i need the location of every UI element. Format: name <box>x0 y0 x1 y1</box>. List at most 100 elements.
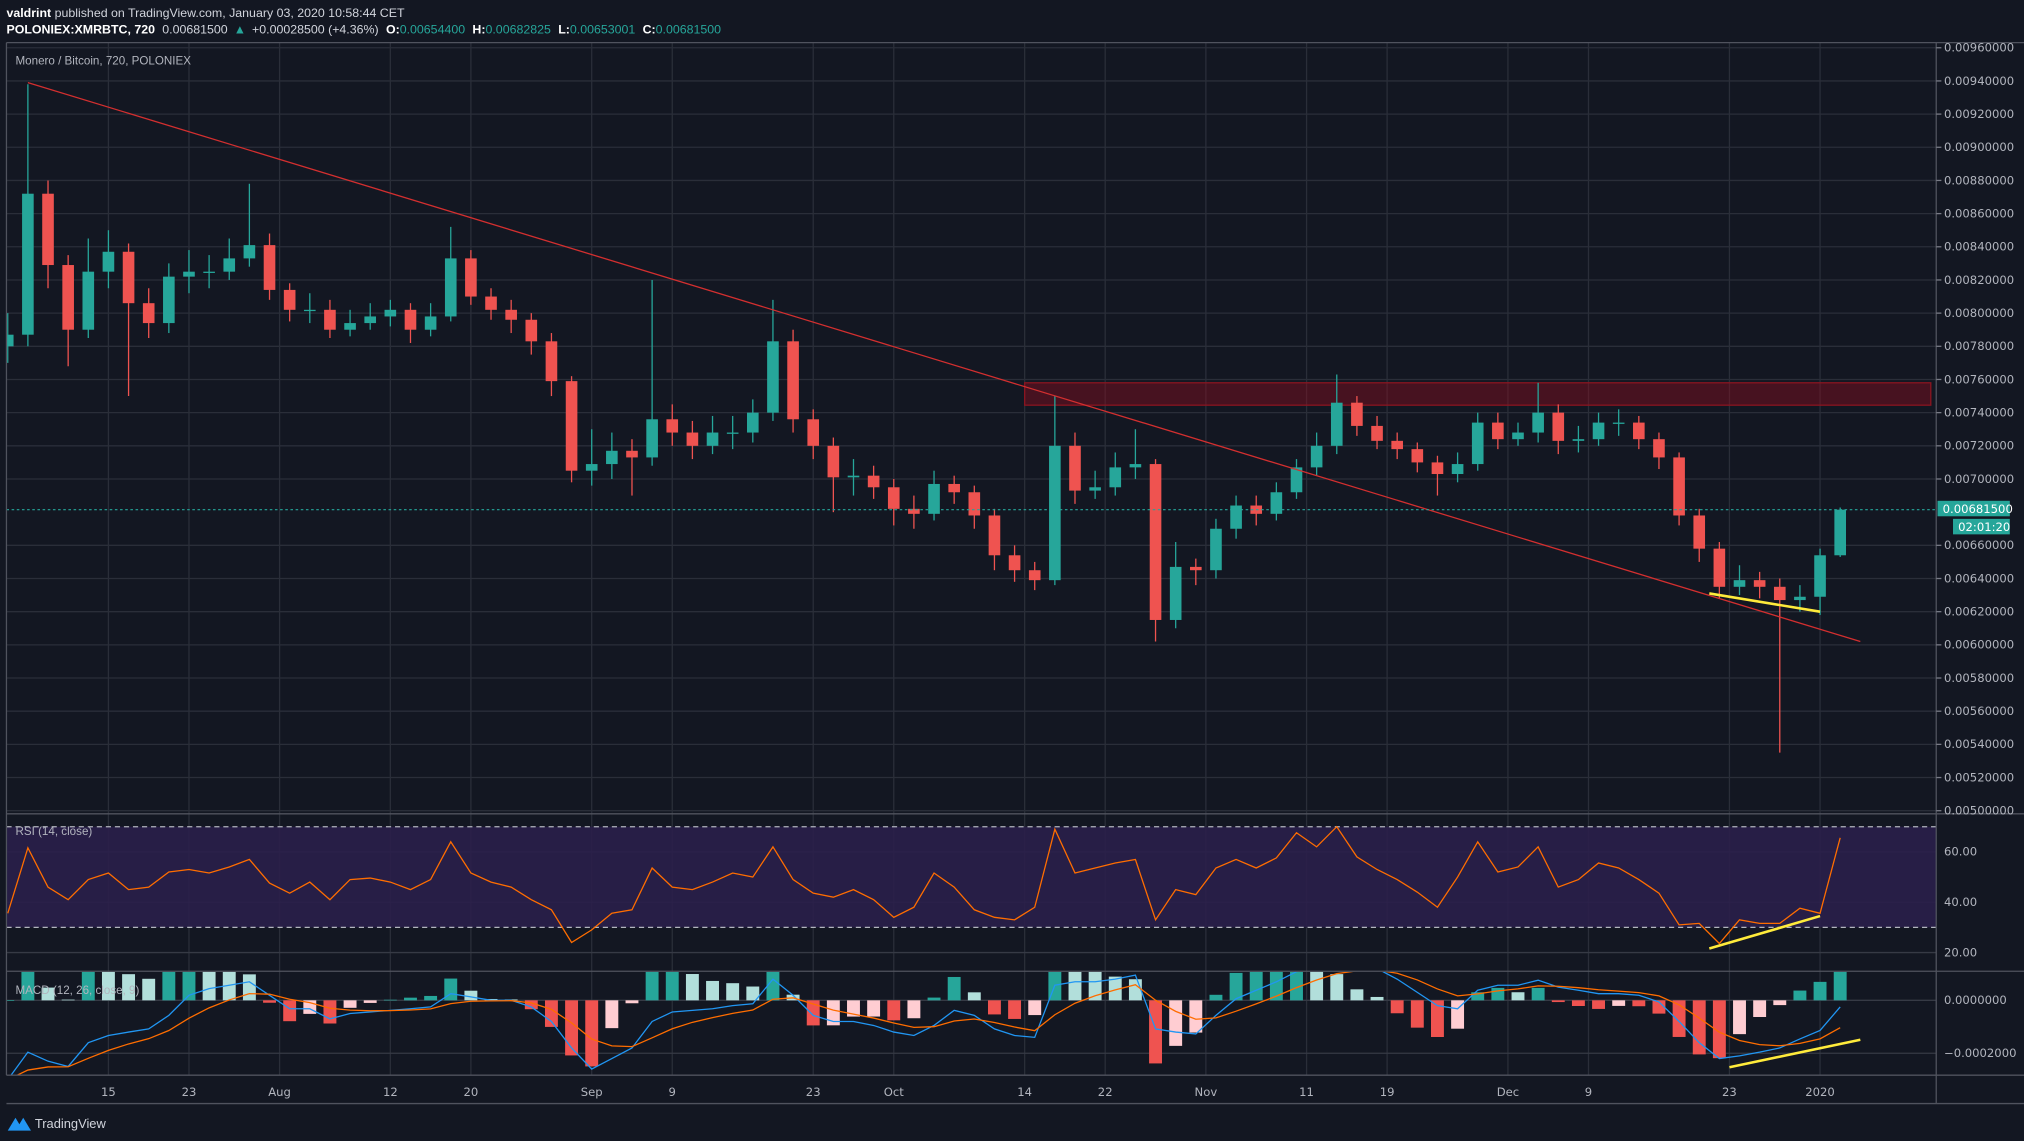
candle-body <box>1693 515 1706 549</box>
candle <box>827 437 840 513</box>
macd-line[interactable] <box>8 962 1841 1080</box>
close-value: 0.00681500 <box>656 23 721 37</box>
macd-histogram-bar <box>887 1000 901 1021</box>
time-tick-label: 14 <box>1017 1085 1032 1099</box>
macd-histogram-bar <box>1773 1000 1787 1006</box>
candle <box>767 299 779 421</box>
candle <box>1230 495 1242 539</box>
open-label: O: <box>386 23 400 37</box>
candle-body <box>263 245 276 290</box>
descending-trendline[interactable] <box>27 81 1861 643</box>
axes[interactable]: 0.00960000 0.00940000 0.00920000 0.00900000… <box>101 41 2016 1099</box>
candle <box>1552 404 1565 455</box>
candle-body <box>344 323 356 330</box>
tradingview-logo-icon[interactable] <box>7 1117 31 1131</box>
macd-histogram-bar <box>1088 971 1102 1001</box>
macd-histogram-bar <box>484 998 498 1001</box>
candle-body <box>787 341 799 420</box>
macd-histogram-bar <box>1430 1000 1444 1038</box>
candle-body <box>1371 425 1383 441</box>
candle <box>928 470 940 521</box>
price-tick-label: 0.00880000 <box>1944 173 2014 187</box>
pane-borders <box>5 41 2024 1105</box>
macd-divergence-line[interactable] <box>1729 1038 1861 1069</box>
candle <box>243 183 256 267</box>
candle-body <box>847 475 860 478</box>
symbol-name[interactable]: POLONIEX:XMRBTC, 720 <box>6 23 155 37</box>
candle-body <box>1351 402 1363 426</box>
time-tick-label: 19 <box>1380 1085 1395 1099</box>
candle <box>565 376 578 483</box>
macd-histogram-bar <box>1410 1000 1424 1028</box>
rsi-line[interactable] <box>7 825 1841 945</box>
macd-histogram-bar <box>1813 981 1827 1001</box>
macd-histogram-bar <box>444 978 458 1001</box>
macd-histogram-bar <box>1028 1000 1042 1016</box>
candle <box>1532 382 1544 443</box>
price-tick-label: 0.00640000 <box>1944 571 2014 585</box>
macd-histogram-bar <box>867 1000 881 1017</box>
candle <box>62 255 74 367</box>
candle-body <box>988 515 1001 556</box>
price-tick-label: 0.00900000 <box>1944 140 2014 154</box>
candle <box>1109 452 1122 496</box>
price-pane[interactable] <box>2 81 1937 753</box>
candle <box>1431 455 1444 496</box>
rsi-band <box>6 826 1937 928</box>
candle <box>82 238 95 339</box>
candle-body <box>1109 467 1122 488</box>
candle-body <box>1773 586 1786 601</box>
candle <box>1069 432 1081 504</box>
macd-histogram-bar <box>1068 971 1082 1001</box>
rsi-pane[interactable] <box>6 825 1937 950</box>
candle-body <box>867 475 880 488</box>
candle <box>444 226 457 322</box>
macd-histogram-bar <box>1632 1000 1646 1007</box>
price-tick-label: 0.00520000 <box>1944 770 2014 784</box>
candle <box>102 230 115 289</box>
candle <box>1169 542 1182 629</box>
macd-histogram-bar <box>142 978 156 1001</box>
candle <box>1290 459 1303 499</box>
macd-histogram-bar <box>967 992 981 1001</box>
candle-body <box>1451 464 1464 475</box>
candle <box>726 415 739 450</box>
open-value: 0.00654400 <box>400 23 465 37</box>
author-name[interactable]: valdrint <box>6 6 51 20</box>
candle-body <box>706 432 719 446</box>
close-label: C: <box>643 23 656 37</box>
candle-body <box>6 334 14 347</box>
candle-body <box>82 271 95 330</box>
signal-line[interactable] <box>8 970 1841 1080</box>
rsi-divergence-line[interactable] <box>1708 914 1821 950</box>
candle-body <box>1673 457 1685 516</box>
price-tick-label: 0.00760000 <box>1944 372 2014 386</box>
candle <box>1049 396 1061 586</box>
footer-brand[interactable]: TradingView <box>35 1116 107 1131</box>
price-tick-label: 0.00660000 <box>1944 538 2014 552</box>
macd-tick-label: 0.0000000 <box>1944 993 2007 1007</box>
macd-pane[interactable] <box>1 935 1861 1080</box>
time-tick-label: Aug <box>268 1085 291 1099</box>
macd-histogram-bar <box>1330 974 1344 1001</box>
candle <box>404 303 417 343</box>
candle-body <box>505 309 517 320</box>
time-tick-label: 23 <box>806 1085 821 1099</box>
candle <box>283 283 296 322</box>
candle-body <box>948 483 960 493</box>
macd-histogram-bar <box>242 974 256 1001</box>
candle-body <box>565 381 578 471</box>
candle-body <box>384 309 397 317</box>
candle <box>968 485 981 529</box>
candle <box>646 279 658 466</box>
macd-histogram-bar <box>263 1000 276 1003</box>
macd-histogram-bar <box>383 999 397 1001</box>
candle-body <box>303 309 316 312</box>
candle-body <box>827 445 840 478</box>
macd-histogram-bar <box>1390 1000 1404 1014</box>
candle-body <box>666 419 679 433</box>
support-line[interactable] <box>1709 592 1821 613</box>
resistance-zone[interactable] <box>1024 382 1932 406</box>
candle <box>424 303 437 337</box>
